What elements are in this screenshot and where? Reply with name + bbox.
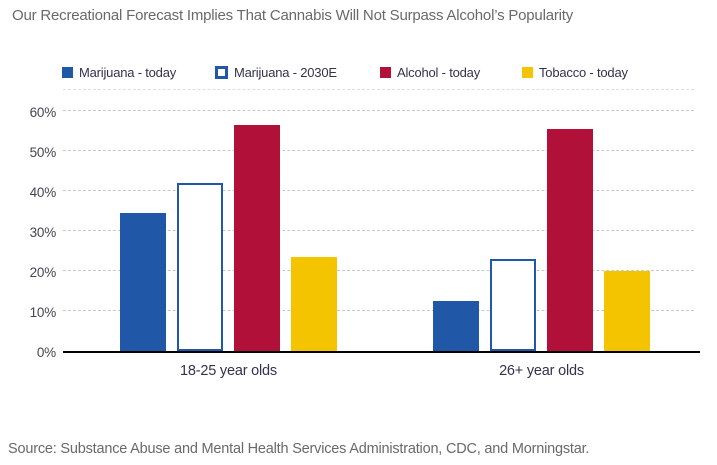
- legend-swatch-solid: [522, 66, 533, 78]
- legend-item: Marijuana - today: [62, 63, 176, 81]
- gridline-60: [63, 110, 694, 111]
- source-note: Source: Substance Abuse and Mental Healt…: [8, 441, 590, 457]
- legend-swatch-solid: [62, 66, 73, 78]
- plot-top-gridline: [63, 89, 694, 90]
- legend: Marijuana - today Marijuana - 2030E Alcoho…: [0, 63, 717, 83]
- gridline-40: [63, 190, 694, 191]
- bar-group-2: [433, 129, 650, 351]
- legend-swatch-outline: [215, 65, 228, 79]
- gridline-20: [63, 270, 694, 271]
- legend-label: Marijuana - 2030E: [234, 64, 337, 80]
- y-tick-label: 20%: [29, 265, 57, 280]
- gridline-30: [63, 230, 694, 231]
- legend-label: Tobacco - today: [539, 64, 628, 80]
- legend-label: Alcohol - today: [397, 64, 480, 80]
- bar-marijuana-2030e: [490, 259, 536, 351]
- legend-item: Alcohol - today: [380, 63, 480, 81]
- y-tick-label: 0%: [36, 345, 56, 360]
- gridline-50: [63, 150, 694, 151]
- bar-marijuana-today: [433, 301, 479, 351]
- gridline-10: [63, 310, 694, 311]
- bar-tobacco-today: [604, 271, 650, 351]
- legend-item: Tobacco - today: [522, 63, 628, 81]
- y-tick-label: 30%: [29, 225, 57, 240]
- chart-title: Our Recreational Forecast Implies That C…: [12, 7, 574, 24]
- y-tick-label: 60%: [29, 105, 57, 120]
- x-category-label: 18-25 year olds: [180, 363, 277, 379]
- x-category-label: 26+ year olds: [499, 363, 584, 379]
- legend-swatch-solid: [380, 66, 391, 78]
- bar-alcohol-today: [547, 129, 593, 351]
- y-tick-label: 50%: [29, 145, 57, 160]
- legend-item: Marijuana - 2030E: [215, 63, 337, 81]
- bar-marijuana-today: [120, 213, 166, 351]
- bar-group-1: [120, 125, 337, 351]
- y-tick-label: 10%: [29, 305, 57, 320]
- bar-tobacco-today: [291, 257, 337, 351]
- bar-marijuana-2030e: [177, 183, 223, 351]
- y-tick-label: 40%: [29, 185, 57, 200]
- bar-alcohol-today: [234, 125, 280, 351]
- legend-label: Marijuana - today: [79, 64, 177, 80]
- plot-area: [63, 89, 700, 353]
